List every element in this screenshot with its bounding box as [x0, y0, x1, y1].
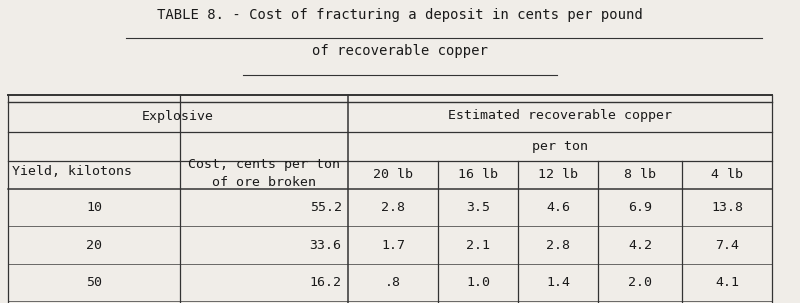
Text: 50: 50: [86, 276, 102, 289]
Text: 4.2: 4.2: [629, 238, 653, 251]
Text: 3.5: 3.5: [466, 201, 490, 215]
Text: 10: 10: [86, 201, 102, 215]
Text: 7.4: 7.4: [715, 238, 739, 251]
Text: 55.2: 55.2: [310, 201, 342, 215]
Text: 1.7: 1.7: [382, 238, 406, 251]
Text: 4 lb: 4 lb: [711, 168, 743, 181]
Text: 1.0: 1.0: [466, 276, 490, 289]
Text: 20: 20: [86, 238, 102, 251]
Text: 2.8: 2.8: [382, 201, 406, 215]
Text: of ore broken: of ore broken: [212, 176, 316, 189]
Text: 2.1: 2.1: [466, 238, 490, 251]
Text: 33.6: 33.6: [310, 238, 342, 251]
Text: 2.0: 2.0: [629, 276, 653, 289]
Text: .8: .8: [386, 276, 402, 289]
Text: 16.2: 16.2: [310, 276, 342, 289]
Text: per ton: per ton: [532, 140, 588, 153]
Text: 8 lb: 8 lb: [624, 168, 656, 181]
Text: 12 lb: 12 lb: [538, 168, 578, 181]
Text: of recoverable copper: of recoverable copper: [312, 44, 488, 58]
Text: 13.8: 13.8: [711, 201, 743, 215]
Text: 2.8: 2.8: [546, 238, 570, 251]
Text: 4.1: 4.1: [715, 276, 739, 289]
Text: 6.9: 6.9: [629, 201, 653, 215]
Text: 16 lb: 16 lb: [458, 168, 498, 181]
Text: Estimated recoverable copper: Estimated recoverable copper: [448, 109, 672, 122]
Text: Yield, kilotons: Yield, kilotons: [12, 165, 132, 178]
Text: Explosive: Explosive: [142, 111, 214, 123]
Text: Cost, cents per ton: Cost, cents per ton: [188, 158, 340, 171]
Text: TABLE 8. - Cost of fracturing a deposit in cents per pound: TABLE 8. - Cost of fracturing a deposit …: [157, 8, 643, 22]
Text: 1.4: 1.4: [546, 276, 570, 289]
Text: 4.6: 4.6: [546, 201, 570, 215]
Text: 20 lb: 20 lb: [374, 168, 414, 181]
